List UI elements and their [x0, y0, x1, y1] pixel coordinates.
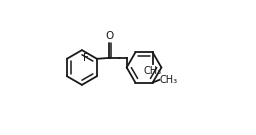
Text: O: O — [106, 31, 114, 41]
Text: CH₃: CH₃ — [144, 66, 162, 76]
Text: F: F — [83, 53, 89, 63]
Text: CH₃: CH₃ — [160, 75, 178, 85]
